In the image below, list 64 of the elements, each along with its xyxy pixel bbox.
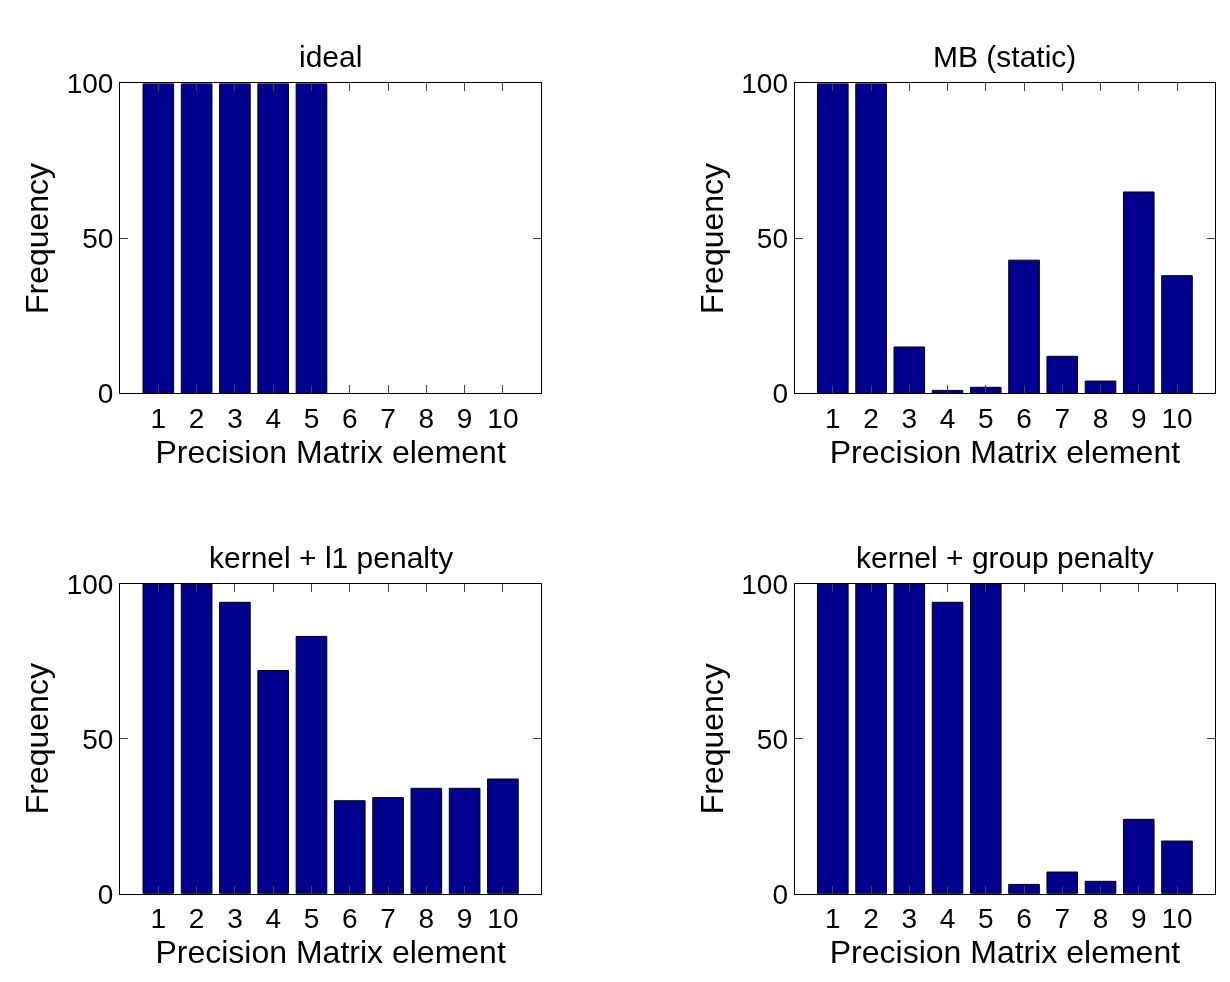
x-tick-label: 6	[341, 903, 358, 935]
x-tick-label: 10	[487, 903, 519, 935]
y-axis-title: Frequency	[19, 663, 56, 815]
x-tick-label: 5	[303, 403, 320, 435]
x-tick-label: 1	[150, 903, 167, 935]
y-tick-label: 100	[741, 568, 788, 600]
x-tick-label: 1	[825, 403, 841, 435]
x-tick-label: 9	[1130, 403, 1147, 435]
x-tick-label: 6	[341, 403, 358, 435]
chart-title: kernel + group penalty	[856, 541, 1154, 574]
x-axis-title: Precision Matrix element	[829, 434, 1181, 471]
y-tick-label: 0	[97, 378, 114, 410]
y-tick-label: 50	[82, 723, 114, 755]
y-tick-label: 100	[741, 68, 788, 100]
x-tick-label: 4	[265, 903, 281, 935]
chart-title: ideal	[299, 40, 363, 73]
chart-title: MB (static)	[933, 40, 1077, 73]
x-tick-label: 7	[1054, 403, 1071, 435]
x-tick-label: 2	[863, 403, 879, 435]
x-tick-label: 3	[901, 903, 918, 935]
chart-title: kernel + l1 penalty	[209, 541, 454, 574]
x-tick-label: 10	[1161, 403, 1193, 435]
x-tick-label: 2	[188, 903, 205, 935]
x-tick-label: 10	[1161, 903, 1193, 935]
x-tick-label: 7	[380, 403, 396, 435]
y-axis-title: Frequency	[19, 162, 56, 315]
x-tick-label: 8	[418, 403, 435, 435]
x-tick-label: 10	[487, 403, 519, 435]
y-tick-label: 0	[97, 878, 114, 910]
x-tick-label: 2	[188, 403, 205, 435]
x-tick-label: 5	[978, 403, 994, 435]
y-tick-label: 50	[756, 723, 788, 755]
x-axis-title: Precision Matrix element	[155, 434, 506, 471]
x-tick-label: 8	[1092, 403, 1109, 435]
y-tick-label: 50	[82, 223, 114, 255]
x-tick-label: 9	[456, 403, 473, 435]
y-axis-title: Frequency	[693, 162, 730, 315]
x-tick-label: 7	[380, 903, 396, 935]
y-tick-label: 50	[756, 223, 788, 255]
y-tick-label: 100	[66, 68, 114, 100]
x-tick-label: 3	[227, 903, 243, 935]
x-axis-title: Precision Matrix element	[829, 934, 1181, 971]
x-tick-label: 4	[265, 403, 281, 435]
x-tick-label: 1	[825, 903, 841, 935]
x-tick-label: 6	[1016, 903, 1032, 935]
x-axis-title: Precision Matrix element	[155, 934, 506, 971]
x-tick-label: 9	[456, 903, 473, 935]
y-axis-title: Frequency	[693, 663, 730, 815]
x-tick-label: 6	[1016, 403, 1032, 435]
x-tick-label: 5	[978, 903, 994, 935]
x-tick-label: 5	[303, 903, 320, 935]
x-tick-label: 8	[1092, 903, 1109, 935]
x-tick-label: 8	[418, 903, 435, 935]
x-tick-label: 2	[863, 903, 879, 935]
x-tick-label: 3	[227, 403, 243, 435]
x-tick-label: 9	[1130, 903, 1147, 935]
y-tick-label: 0	[772, 878, 788, 910]
y-tick-label: 100	[66, 568, 114, 600]
x-tick-label: 3	[901, 403, 918, 435]
x-tick-label: 1	[150, 403, 167, 435]
x-tick-label: 4	[939, 903, 956, 935]
x-tick-label: 7	[1054, 903, 1071, 935]
x-tick-label: 4	[939, 403, 956, 435]
y-tick-label: 0	[772, 378, 788, 410]
